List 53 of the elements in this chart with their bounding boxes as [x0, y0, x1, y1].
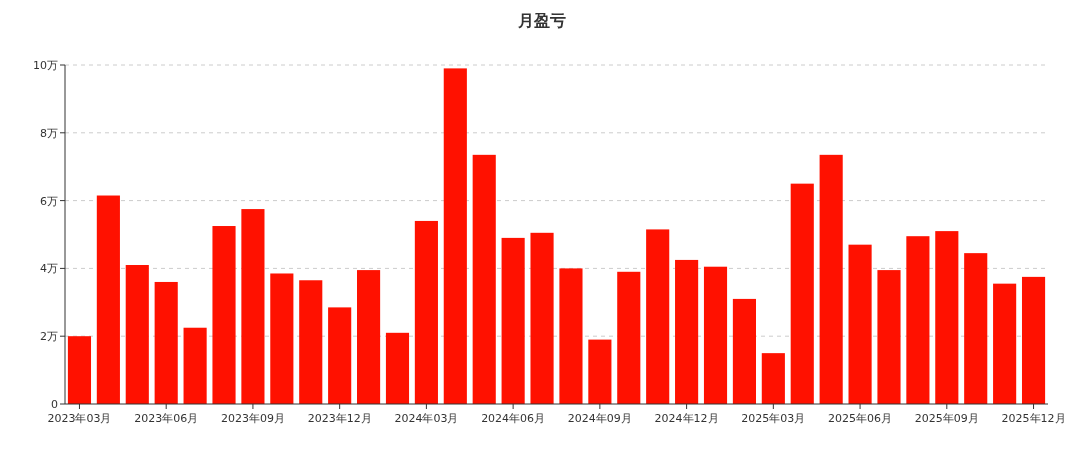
- x-tick-label: 2023年12月: [307, 412, 372, 425]
- y-tick-label: 8万: [40, 126, 58, 140]
- bar: [559, 268, 583, 404]
- bar: [935, 231, 959, 404]
- bar: [761, 353, 785, 404]
- bar: [270, 273, 294, 404]
- bar: [1021, 276, 1046, 404]
- x-tick-label: 2024年03月: [394, 412, 459, 425]
- x-tick-label: 2023年03月: [47, 412, 112, 425]
- bar: [646, 229, 670, 404]
- bar: [877, 270, 901, 404]
- x-tick-label: 2023年06月: [134, 412, 199, 425]
- y-tick-label: 2万: [40, 330, 58, 344]
- bar: [964, 253, 988, 404]
- bar: [472, 154, 496, 404]
- bar: [906, 236, 930, 404]
- bar: [299, 280, 323, 404]
- bar: [790, 183, 814, 404]
- bar: [819, 154, 843, 404]
- bar: [848, 244, 872, 404]
- x-tick-label: 2025年03月: [741, 412, 806, 425]
- bar: [675, 259, 699, 404]
- bar: [530, 232, 554, 404]
- x-tick-label: 2025年06月: [828, 412, 893, 425]
- bar: [385, 332, 410, 404]
- bar: [241, 209, 265, 404]
- bar: [588, 339, 612, 404]
- bar: [328, 307, 352, 404]
- y-tick-label: 4万: [40, 262, 58, 276]
- x-tick-label: 2025年09月: [914, 412, 979, 425]
- chart-title: 月盈亏: [517, 11, 566, 30]
- bar: [732, 298, 756, 404]
- bar: [67, 336, 92, 404]
- bar: [183, 327, 207, 404]
- x-tick-label: 2023年09月: [220, 412, 285, 425]
- bar: [96, 195, 120, 404]
- bar: [443, 68, 467, 404]
- bar: [154, 281, 178, 404]
- bar: [617, 271, 641, 404]
- y-tick-label: 0: [51, 398, 58, 411]
- bar: [993, 283, 1017, 404]
- x-tick-label: 2024年12月: [654, 412, 719, 425]
- bar: [501, 237, 525, 404]
- bar: [212, 226, 236, 404]
- bar: [125, 265, 149, 404]
- y-tick-label: 10万: [33, 59, 58, 72]
- x-tick-label: 2024年06月: [481, 412, 546, 425]
- bar: [357, 270, 381, 404]
- x-tick-label: 2025年12月: [1001, 412, 1066, 425]
- bar: [414, 220, 438, 404]
- bar: [703, 266, 728, 404]
- y-tick-label: 6万: [40, 194, 58, 208]
- x-tick-label: 2024年09月: [567, 412, 632, 425]
